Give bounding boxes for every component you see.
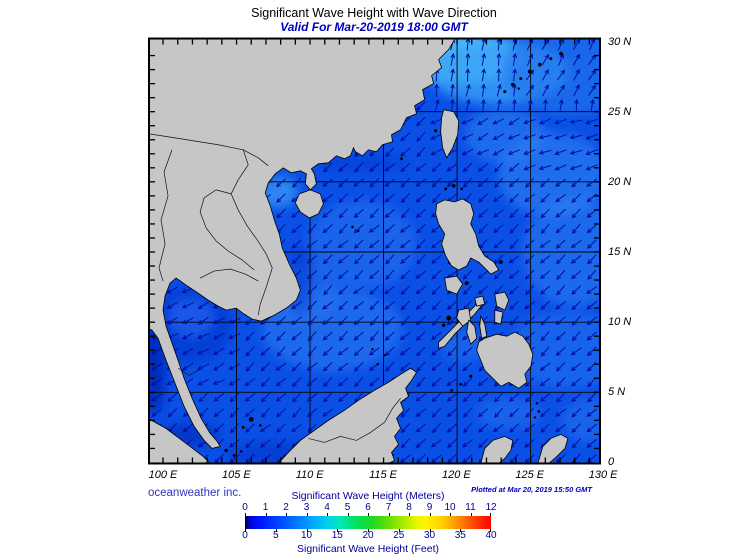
colorbar-feet-scale: 0 5 10 15 20 25 30 35 40 xyxy=(242,530,496,541)
colorbar-meters-tick: 0 xyxy=(242,502,248,513)
colorbar-tick-mark xyxy=(471,513,472,516)
map-svg xyxy=(148,37,601,465)
lon-axis-label: 105 E xyxy=(221,469,251,481)
lat-axis-label: 5 N xyxy=(608,386,626,398)
colorbar-meters-tick: 5 xyxy=(344,502,351,513)
lon-axis-label: 120 E xyxy=(442,469,471,481)
lat-axis-label: 15 N xyxy=(608,246,632,258)
small-islands-layer xyxy=(224,51,563,457)
colorbar-feet-tick: 25 xyxy=(393,530,405,541)
colorbar-tick-mark xyxy=(307,529,308,532)
colorbar-tick-mark xyxy=(389,513,390,516)
colorbar-tick-mark xyxy=(327,513,328,516)
map-canvas xyxy=(148,37,601,465)
colorbar-feet-tick: 0 xyxy=(242,530,248,541)
colorbar-tick-mark xyxy=(337,529,338,532)
colorbar-meters-scale: 0 1 2 3 4 5 6 7 8 9 10 11 12 xyxy=(242,502,496,513)
colorbar-meters-tick: 10 xyxy=(444,502,456,513)
colorbar-tick-mark xyxy=(266,513,267,516)
colorbar-tick-mark xyxy=(245,529,246,532)
colorbar-title-meters: Significant Wave Height (Meters) xyxy=(291,490,445,502)
colorbar-tick-mark xyxy=(430,529,431,532)
colorbar-tick-mark xyxy=(286,513,287,516)
page-title: Significant Wave Height with Wave Direct… xyxy=(251,6,497,20)
frame-degree-ticks xyxy=(150,39,599,463)
colorbar-meters-tick: 2 xyxy=(283,502,289,513)
colorbar-meters-tick: 6 xyxy=(365,502,371,513)
colorbar-tick-mark xyxy=(460,529,461,532)
lon-axis-label: 130 E xyxy=(588,469,618,481)
colorbar-meters-tick: 11 xyxy=(465,502,476,513)
lat-axis-label: 10 N xyxy=(608,316,632,328)
colorbar-feet-tick: 20 xyxy=(362,530,374,541)
lon-axis-label: 100 E xyxy=(148,469,178,481)
colorbar-feet-tick: 10 xyxy=(300,530,313,541)
colorbar-tick-mark xyxy=(348,513,349,516)
valid-time-subtitle: Valid For Mar-20-2019 18:00 GMT xyxy=(280,20,468,34)
lat-axis-label: 30 N xyxy=(608,36,632,48)
colorbar-feet-tick: 30 xyxy=(423,530,436,541)
colorbar-ticks-top xyxy=(245,513,491,516)
colorbar-tick-mark xyxy=(307,513,308,516)
lat-axis-label: 0 xyxy=(608,456,615,468)
colorbar-meters-tick: 12 xyxy=(485,502,497,513)
colorbar-feet-tick: 5 xyxy=(272,530,279,541)
map-frame xyxy=(148,37,601,465)
credit-text: oceanweather inc. xyxy=(148,487,242,499)
colorbar-tick-mark xyxy=(368,513,369,516)
lat-axis-label: 25 N xyxy=(608,106,632,118)
land-layer xyxy=(150,39,569,463)
colorbar-feet-tick: 35 xyxy=(454,530,466,541)
colorbar-meters-tick: 8 xyxy=(406,502,412,513)
colorbar-tick-mark xyxy=(450,513,451,516)
colorbar-tick-mark xyxy=(430,513,431,516)
country-borders-layer xyxy=(150,133,401,443)
colorbar-meters-tick: 4 xyxy=(324,502,330,513)
colorbar-title-feet: Significant Wave Height (Feet) xyxy=(296,543,439,555)
colorbar-tick-mark xyxy=(368,529,369,532)
colorbar-ticks-bottom xyxy=(245,529,491,532)
colorbar-meters-tick: 3 xyxy=(303,502,310,513)
lon-axis-label: 110 E xyxy=(295,469,324,481)
colorbar-tick-mark xyxy=(490,529,491,532)
colorbar-tick-mark xyxy=(490,513,491,516)
colorbar-tick-mark xyxy=(276,529,277,532)
colorbar-tick-mark xyxy=(245,513,246,516)
lat-axis-label: 20 N xyxy=(608,176,632,188)
colorbar-feet-tick: 40 xyxy=(485,530,497,541)
colorbar-tick-mark xyxy=(409,513,410,516)
colorbar-meters-tick: 7 xyxy=(385,502,392,513)
colorbar-meters-tick: 9 xyxy=(426,502,433,513)
colorbar-gradient xyxy=(245,516,491,529)
lon-axis-label: 115 E xyxy=(369,469,398,481)
colorbar-feet-tick: 15 xyxy=(331,530,343,541)
colorbar-meters-tick: 1 xyxy=(262,502,269,513)
plotted-timestamp: Plotted at Mar 20, 2019 15:50 GMT xyxy=(471,485,592,494)
lon-axis-label: 125 E xyxy=(515,469,545,481)
colorbar-tick-mark xyxy=(399,529,400,532)
